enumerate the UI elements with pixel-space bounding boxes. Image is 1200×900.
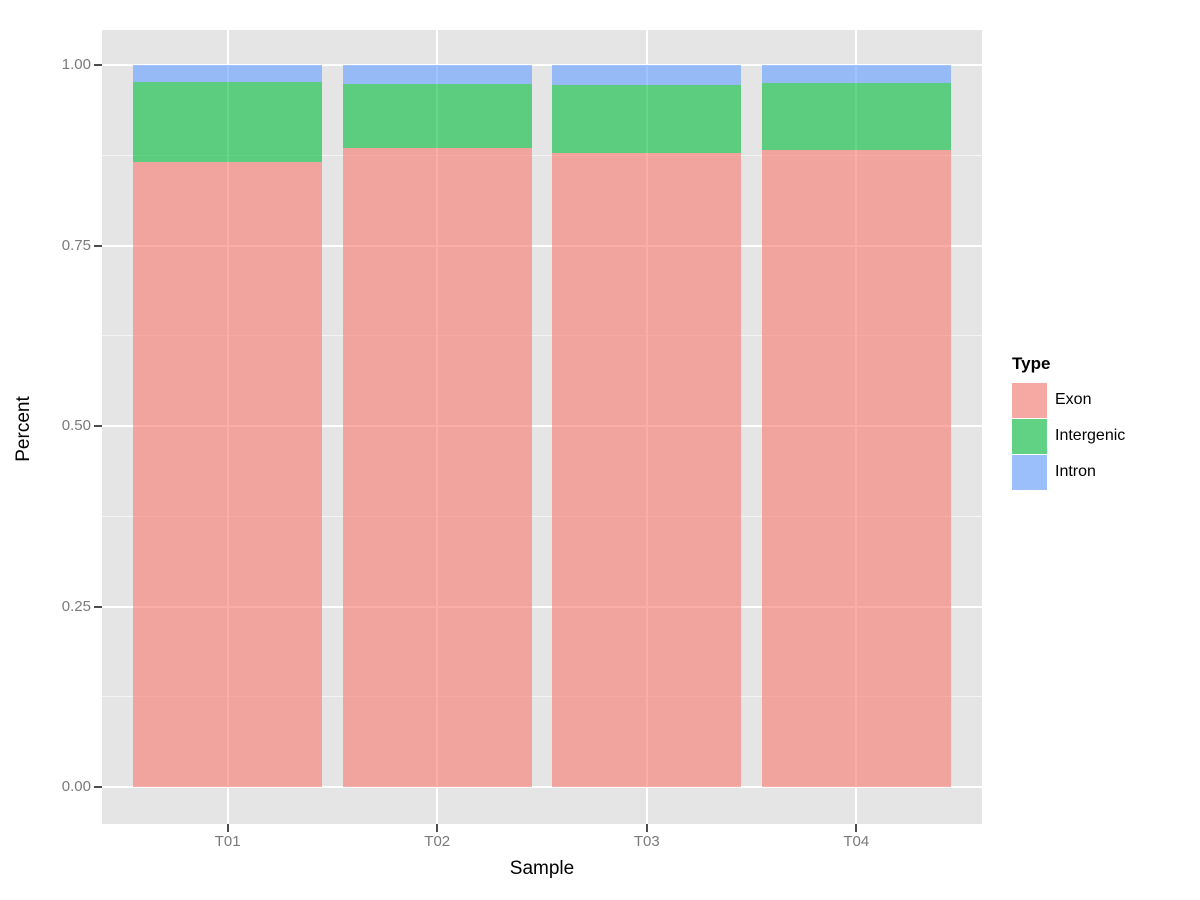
legend-key-fill <box>1012 382 1047 418</box>
legend-label: Intron <box>1055 463 1096 480</box>
minor-gridline-h <box>102 515 982 517</box>
bar-segment-intergenic-t03 <box>552 85 742 154</box>
legend-row-exon: Exon <box>1012 382 1192 418</box>
major-gridline-h <box>102 786 982 788</box>
major-gridline-h <box>102 425 982 427</box>
x-axis-title: Sample <box>509 858 575 879</box>
legend-label: Exon <box>1055 391 1092 408</box>
x-tick-mark <box>226 824 229 832</box>
legend-rows: Exon Intergenic Intron <box>1012 382 1192 490</box>
y-tick-label: 0.00 <box>61 778 91 795</box>
legend-key-fill <box>1012 418 1047 454</box>
legend-key-swatch <box>1012 382 1047 418</box>
bar-segment-exon-t02 <box>342 148 532 787</box>
x-tick-mark <box>645 824 648 832</box>
y-tick-mark <box>94 786 102 788</box>
y-tick-mark <box>94 425 102 427</box>
legend: Type Exon Intergenic Intron <box>1012 354 1192 490</box>
legend-row-intron: Intron <box>1012 454 1192 490</box>
legend-row-intergenic: Intergenic <box>1012 418 1192 454</box>
bar-segment-intergenic-t02 <box>342 84 532 149</box>
bar-segment-intron-t01 <box>133 65 322 83</box>
bar-segment-exon-t04 <box>762 150 951 787</box>
plot-panel <box>102 30 982 824</box>
x-tick-mark <box>436 824 439 832</box>
major-gridline-h <box>102 64 982 66</box>
minor-gridline-h <box>102 335 982 337</box>
major-gridline-h <box>102 605 982 608</box>
bar-segment-exon-t03 <box>552 153 742 787</box>
x-tick-label-t04: T04 <box>843 833 870 850</box>
legend-key-swatch <box>1012 454 1047 490</box>
bar-segment-intergenic-t04 <box>762 83 951 151</box>
bar-segment-intron-t04 <box>762 65 951 84</box>
legend-key-swatch <box>1012 418 1047 454</box>
bar-segment-intergenic-t01 <box>133 82 322 162</box>
y-tick-mark <box>94 605 102 608</box>
y-tick-label: 0.25 <box>61 597 91 615</box>
y-tick-mark <box>94 64 102 66</box>
x-tick-mark <box>855 824 858 832</box>
y-tick-label: 1.00 <box>61 56 91 73</box>
minor-gridline-h <box>102 154 982 156</box>
y-tick-label: 0.75 <box>61 236 91 254</box>
bar-segment-exon-t01 <box>133 161 322 787</box>
minor-gridline-h <box>102 696 982 698</box>
x-tick-label-t03: T03 <box>633 833 660 850</box>
legend-title: Type <box>1012 354 1051 373</box>
y-axis-title: Percent <box>13 396 34 462</box>
y-tick-label: 0.50 <box>61 417 91 434</box>
bar-segment-intron-t02 <box>342 65 532 85</box>
y-tick-mark <box>94 244 102 247</box>
x-tick-label-t01: T01 <box>214 833 241 850</box>
legend-key-fill <box>1012 454 1047 490</box>
x-tick-label-t02: T02 <box>424 833 451 850</box>
major-gridline-h <box>102 244 982 247</box>
bar-segment-intron-t03 <box>552 65 742 86</box>
legend-label: Intergenic <box>1055 427 1126 444</box>
